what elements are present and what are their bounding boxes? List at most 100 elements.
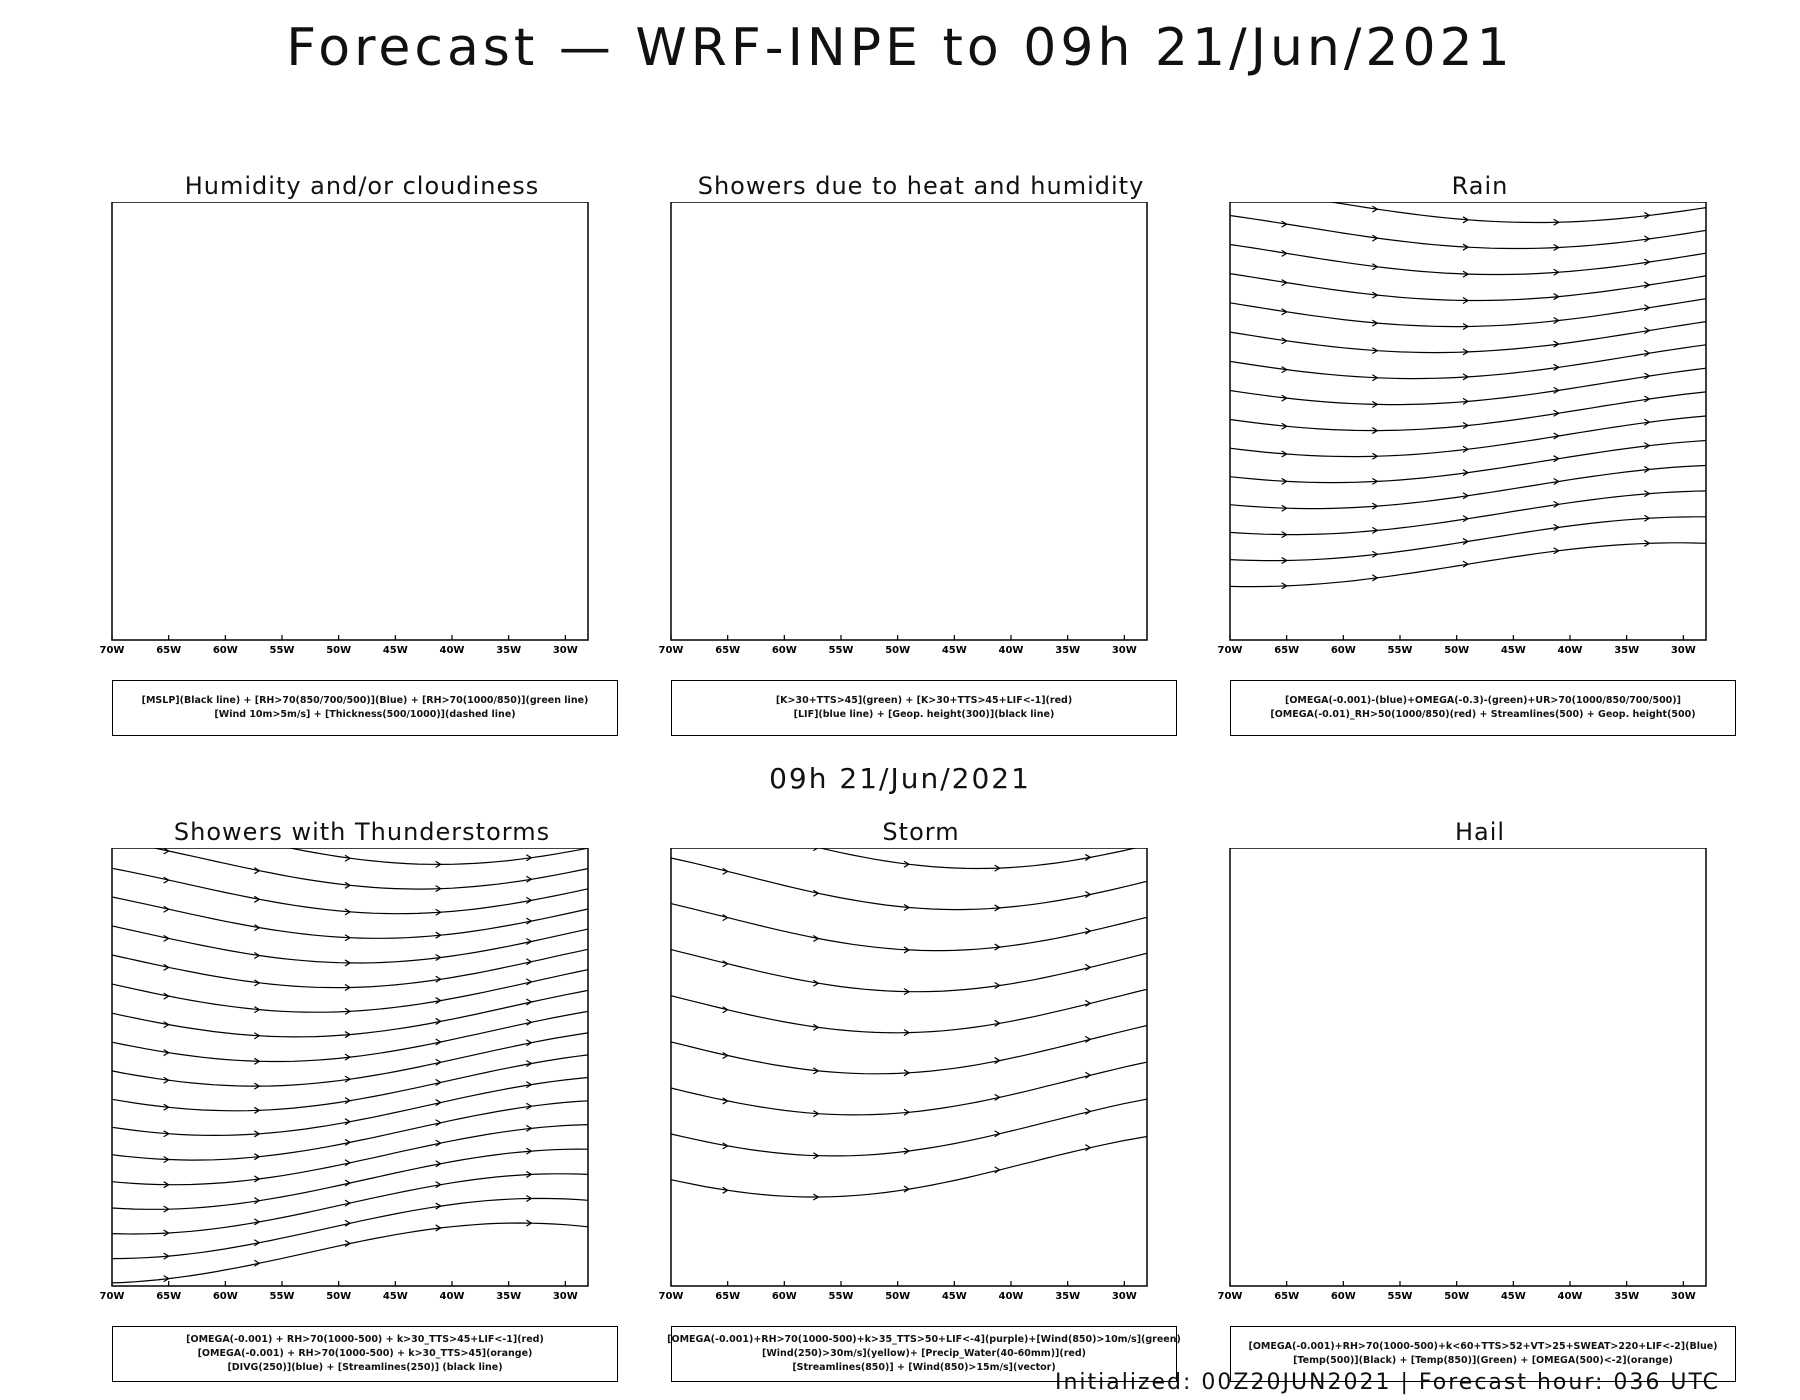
lon-tick-label: 45W	[383, 645, 408, 656]
lon-tick-label: 60W	[772, 645, 797, 656]
panel-title: Humidity and/or cloudiness	[184, 172, 540, 200]
legend-line: [Temp(500)](Black) + [Temp(850)](Green) …	[1293, 1355, 1673, 1366]
panel-hail: Hail -3-6-9-12-15-18-21-241512912S15S18S…	[1200, 818, 1760, 1388]
legend-box: [OMEGA(-0.001)+RH>70(1000-500)+k<60+TTS>…	[1230, 1326, 1736, 1382]
panel-title: Showers due to heat and humidity	[697, 172, 1145, 200]
lon-tick-label: 35W	[1055, 645, 1080, 656]
panel-showers-heat: Showers due to heat and humidity 9600952…	[641, 172, 1201, 742]
legend-line: [DIVG(250)](blue) + [Streamlines(250)] (…	[227, 1362, 503, 1373]
lon-tick-label: 55W	[1388, 645, 1413, 656]
lon-tick-label: 45W	[1501, 645, 1526, 656]
map-frame	[670, 848, 1148, 1287]
lon-tick-label: 50W	[326, 1291, 351, 1302]
lon-tick-label: 35W	[1055, 1291, 1080, 1302]
lon-tick-label: 65W	[1274, 1291, 1299, 1302]
map-thunderstorms: 12S15S18S21S24S27S30S33S36S39S42S70W65W6…	[82, 848, 642, 1308]
lon-tick-label: 40W	[999, 1291, 1024, 1302]
lon-tick-label: 60W	[1331, 1291, 1356, 1302]
lon-tick-label: 50W	[885, 645, 910, 656]
panel-title: Hail	[1454, 818, 1506, 846]
lon-tick-label: 30W	[1112, 645, 1137, 656]
lon-tick-label: 35W	[496, 645, 521, 656]
map-frame	[1229, 202, 1707, 641]
legend-line: [Wind(250)>30m/s](yellow)+ [Precip_Water…	[761, 1348, 1086, 1359]
map-svg: 9600952094409360928092009120960095209440…	[659, 202, 1148, 656]
map-hail: -3-6-9-12-15-18-21-241512912S15S18S21S24…	[1200, 848, 1760, 1308]
legend-box: [OMEGA(-0.001)+RH>70(1000-500)+k>35_TTS>…	[667, 1326, 1181, 1382]
lon-tick-label: 40W	[440, 645, 465, 656]
panel-thunderstorms: Showers with Thunderstorms 12S15S18S21S2…	[82, 818, 642, 1388]
legend-line: [OMEGA(-0.001) + RH>70(1000-500) + k>30_…	[197, 1348, 533, 1359]
lon-tick-label: 65W	[156, 645, 181, 656]
lon-tick-label: 35W	[496, 1291, 521, 1302]
lon-tick-label: 35W	[1614, 645, 1639, 656]
panel-title: Showers with Thunderstorms	[173, 818, 551, 846]
map-frame	[670, 202, 1148, 641]
lon-tick-label: 50W	[1444, 1291, 1469, 1302]
legend-box: [MSLP](Black line) + [RH>70(850/700/500)…	[112, 680, 618, 736]
lon-tick-label: 40W	[1558, 645, 1583, 656]
legend-line: [OMEGA(-0.001)+RH>70(1000-500)+k<60+TTS>…	[1248, 1341, 1718, 1352]
map-svg: 12S15S18S21S24S27S30S33S36S39S42S70W65W6…	[100, 848, 589, 1302]
panel-title: Rain	[1451, 172, 1509, 200]
valid-time-label: 09h 21/Jun/2021	[769, 762, 1031, 795]
legend-line: [LIF](blue line) + [Geop. height(300)](b…	[793, 709, 1055, 720]
lon-tick-label: 45W	[942, 1291, 967, 1302]
lon-tick-label: 60W	[772, 1291, 797, 1302]
legend-line: [OMEGA(-0.001)-(blue)+OMEGA(-0.3)-(green…	[1285, 695, 1681, 706]
lon-tick-label: 40W	[440, 1291, 465, 1302]
page-title: Forecast — WRF-INPE to 09h 21/Jun/2021	[286, 18, 1514, 78]
legend-line: [Streamlines(850)] + [Wind(850)>15m/s](v…	[792, 1362, 1056, 1373]
legend-box: [OMEGA(-0.001) + RH>70(1000-500) + k>30_…	[112, 1326, 618, 1382]
legend-box: [OMEGA(-0.001)-(blue)+OMEGA(-0.3)-(green…	[1230, 680, 1736, 736]
lon-tick-label: 65W	[156, 1291, 181, 1302]
lon-tick-label: 45W	[942, 645, 967, 656]
lon-tick-label: 30W	[1671, 1291, 1696, 1302]
legend-line: [OMEGA(-0.001) + RH>70(1000-500) + k>30_…	[186, 1334, 544, 1345]
panel-storm: Storm 12S15S18S21S24S27S30S33S36S39S42S7…	[641, 818, 1201, 1388]
lon-tick-label: 70W	[100, 645, 125, 656]
lon-tick-label: 50W	[1444, 645, 1469, 656]
lon-tick-label: 55W	[1388, 1291, 1413, 1302]
lon-tick-label: 30W	[553, 1291, 578, 1302]
lon-tick-label: 60W	[1331, 645, 1356, 656]
lon-tick-label: 55W	[829, 1291, 854, 1302]
lon-tick-label: 30W	[1671, 645, 1696, 656]
panel-humidity: Humidity and/or cloudiness 1016101610201…	[82, 172, 642, 742]
legend-box: [K>30+TTS>45](green) + [K>30+TTS>45+LIF<…	[671, 680, 1177, 736]
map-showers-heat: 9600952094409360928092009120960095209440…	[641, 202, 1201, 662]
lon-tick-label: 60W	[213, 1291, 238, 1302]
map-humidity: 1016101610201020102010241020101610201024…	[82, 202, 642, 662]
legend-line: [OMEGA(-0.001)+RH>70(1000-500)+k>35_TTS>…	[667, 1334, 1181, 1345]
legend-line: [MSLP](Black line) + [RH>70(850/700/500)…	[141, 695, 589, 706]
map-frame	[1229, 848, 1707, 1287]
lon-tick-label: 70W	[1218, 645, 1243, 656]
map-svg: 1016101610201020102010241020101610201024…	[100, 202, 589, 656]
lon-tick-label: 70W	[659, 1291, 684, 1302]
init-footer: Initialized: 00Z20JUN2021 | Forecast hou…	[1054, 1370, 1720, 1395]
lon-tick-label: 55W	[270, 1291, 295, 1302]
lon-tick-label: 65W	[1274, 645, 1299, 656]
legend-line: [Wind 10m>5m/s] + [Thickness(500/1000)](…	[214, 709, 516, 720]
lon-tick-label: 70W	[1218, 1291, 1243, 1302]
lon-tick-label: 50W	[326, 645, 351, 656]
lon-tick-label: 45W	[1501, 1291, 1526, 1302]
map-svg: 58558257957657357056756456155812S15S18S2…	[1218, 202, 1707, 656]
map-svg: -3-6-9-12-15-18-21-241512912S15S18S21S24…	[1218, 848, 1707, 1302]
lon-tick-label: 60W	[213, 645, 238, 656]
map-frame	[111, 848, 589, 1287]
legend-line: [K>30+TTS>45](green) + [K>30+TTS>45+LIF<…	[775, 695, 1073, 706]
lon-tick-label: 45W	[383, 1291, 408, 1302]
lon-tick-label: 40W	[1558, 1291, 1583, 1302]
lon-tick-label: 50W	[885, 1291, 910, 1302]
map-storm: 12S15S18S21S24S27S30S33S36S39S42S70W65W6…	[641, 848, 1201, 1308]
lon-tick-label: 65W	[715, 1291, 740, 1302]
legend-line: [OMEGA(-0.01)_RH>50(1000/850)(red) + Str…	[1270, 709, 1696, 720]
lon-tick-label: 55W	[270, 645, 295, 656]
lon-tick-label: 30W	[1112, 1291, 1137, 1302]
lon-tick-label: 55W	[829, 645, 854, 656]
lon-tick-label: 40W	[999, 645, 1024, 656]
lon-tick-label: 70W	[659, 645, 684, 656]
panel-rain: Rain 58558257957657357056756456155812S15…	[1200, 172, 1760, 742]
map-svg: 12S15S18S21S24S27S30S33S36S39S42S70W65W6…	[659, 848, 1148, 1302]
